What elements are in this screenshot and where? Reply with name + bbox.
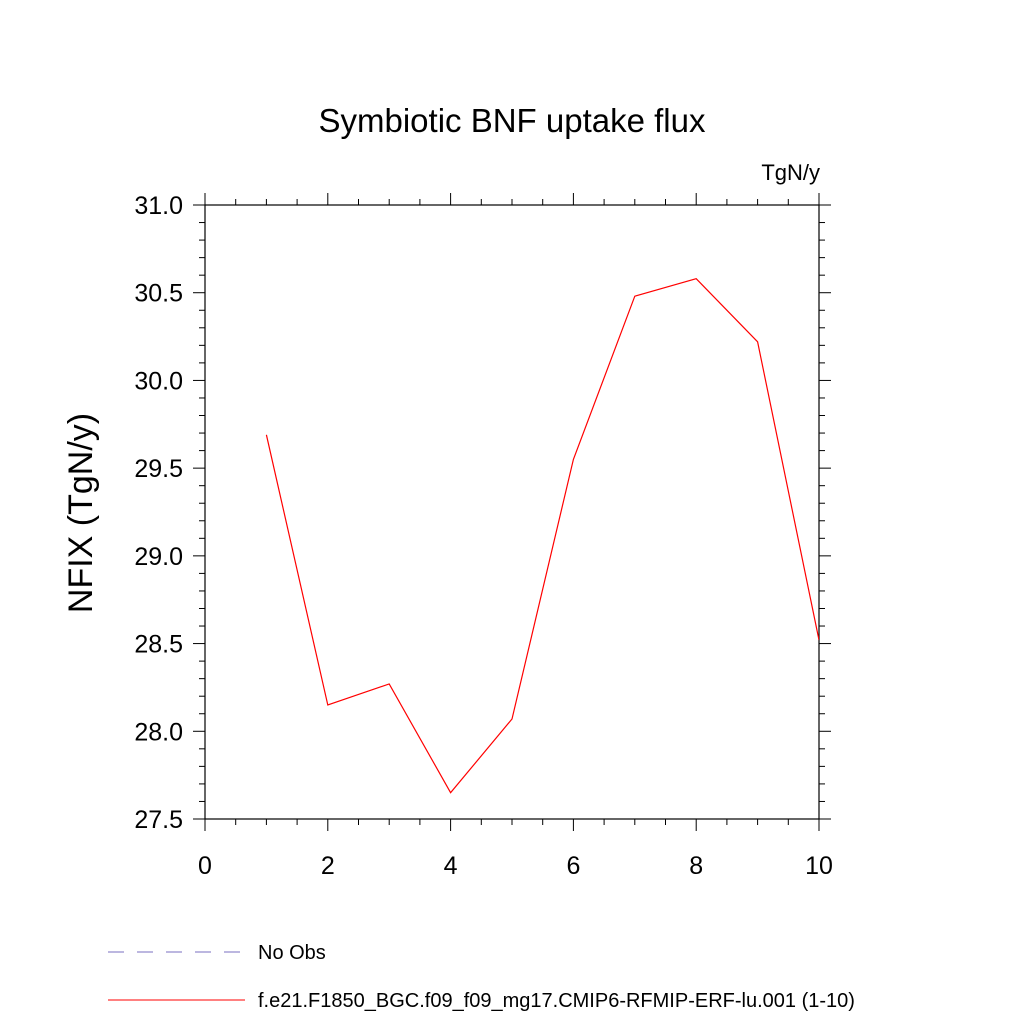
legend-label: f.e21.F1850_BGC.f09_f09_mg17.CMIP6-RFMIP…: [258, 990, 855, 1012]
y-tick-label: 30.0: [134, 367, 183, 395]
axis-ticks: 0 2 4 6 8 10 27.5 28.0 28.5 29.0 29.5 30.0 30.5 31.0: [134, 192, 833, 880]
units-label: TgN/y: [761, 160, 820, 185]
x-tick-label: 6: [566, 852, 580, 880]
y-tick-label: 29.5: [134, 455, 183, 483]
y-tick-label: 28.0: [134, 718, 183, 746]
x-tick-label: 10: [805, 852, 833, 880]
series-line: [265, 278, 819, 794]
y-tick-label: 28.5: [134, 631, 183, 659]
legend: No Obs f.e21.F1850_BGC.f09_f09_mg17.CMIP6…: [108, 942, 855, 1012]
plot-frame: [204, 204, 820, 820]
y-tick-label: 29.0: [134, 543, 183, 571]
x-tick-label: 0: [198, 852, 212, 880]
y-tick-label: 30.5: [134, 280, 183, 308]
y-tick-label: 31.0: [134, 192, 183, 220]
y-tick-label: 27.5: [134, 806, 183, 834]
x-tick-label: 4: [444, 852, 458, 880]
y-axis-label: NFIX (TgN/y): [62, 413, 100, 613]
series-layer: [265, 278, 819, 794]
chart-title: Symbiotic BNF uptake flux: [319, 102, 706, 139]
x-tick-label: 8: [689, 852, 703, 880]
x-tick-label: 2: [321, 852, 335, 880]
legend-label: No Obs: [258, 942, 326, 964]
